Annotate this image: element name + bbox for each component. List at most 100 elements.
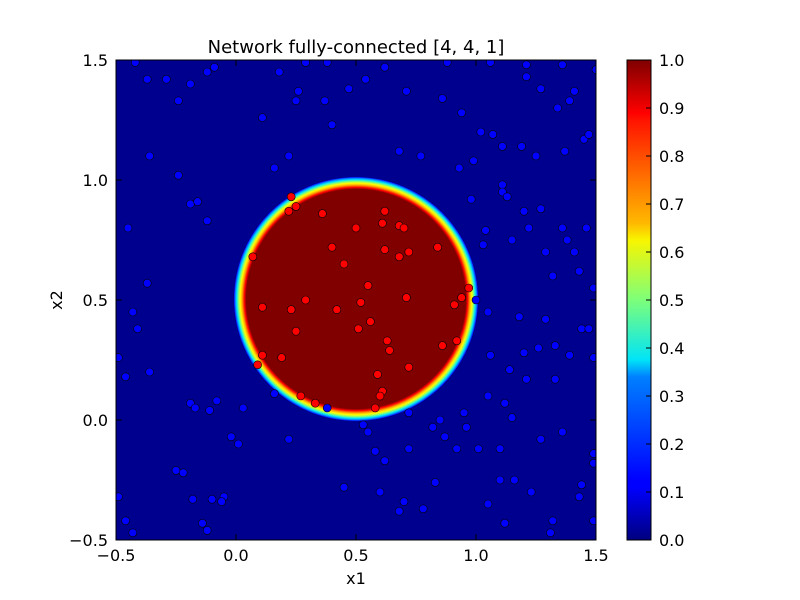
data-point-series1-20	[450, 300, 459, 310]
data-point-series0-85	[519, 348, 529, 358]
heatmap-decision-region	[232, 177, 480, 421]
data-point-series0-0	[130, 60, 140, 67]
data-point-series0-71	[582, 223, 591, 233]
data-point-series1-3	[318, 209, 327, 218]
data-point-series1-31	[438, 341, 447, 350]
data-point-series0-42	[270, 163, 279, 173]
colorbar-tick-label: 0.5	[659, 291, 684, 310]
data-point-series0-64	[536, 204, 546, 214]
data-point-series1-0	[286, 192, 296, 202]
data-point-series1-32	[385, 346, 394, 355]
data-point-series1-29	[382, 336, 392, 346]
data-point-series0-130	[121, 516, 130, 526]
data-point-series1-35	[253, 360, 262, 370]
data-point-series1-2	[284, 206, 294, 216]
data-point-series0-125	[217, 497, 226, 506]
data-point-series0-145	[500, 518, 510, 528]
data-point-series0-94	[238, 403, 248, 413]
data-point-series1-40	[296, 391, 306, 401]
x-tick-label: −0.5	[97, 546, 136, 565]
data-point-series0-119	[589, 449, 596, 458]
data-point-series0-98	[358, 420, 368, 430]
data-point-series0-100	[404, 408, 414, 418]
data-point-series1-5	[378, 218, 387, 228]
data-point-series0-7	[301, 60, 310, 67]
data-point-series0-111	[404, 444, 414, 454]
data-point-series1-27	[354, 324, 363, 334]
data-point-series0-103	[459, 408, 469, 418]
data-point-series0-109	[370, 446, 380, 456]
colorbar-tick-label: 0.4	[659, 339, 684, 358]
data-point-series0-53	[531, 151, 541, 161]
data-point-series1-34	[277, 353, 286, 362]
data-point-series0-27	[553, 103, 562, 113]
data-point-series1-37	[404, 362, 414, 372]
data-point-series0-70	[570, 247, 579, 257]
data-point-series0-57	[498, 180, 507, 190]
data-point-series0-25	[522, 72, 531, 82]
data-point-series0-91	[190, 403, 200, 413]
data-point-series1-26	[366, 317, 375, 326]
data-point-series1-14	[339, 259, 349, 269]
data-point-series1-22	[301, 295, 310, 305]
data-point-series1-4	[380, 206, 390, 216]
y-tick-label: 1.5	[83, 51, 108, 70]
data-point-series0-144	[546, 528, 555, 538]
data-point-series1-17	[402, 293, 411, 302]
data-point-series0-135	[399, 497, 409, 506]
data-point-series0-19	[320, 96, 330, 106]
data-point-series1-39	[375, 391, 385, 401]
colorbar-tick-label: 0.8	[659, 147, 684, 166]
data-point-series0-86	[505, 365, 514, 374]
data-point-series1-21	[258, 302, 267, 312]
data-point-series0-77	[514, 312, 524, 322]
data-point-series0-10	[442, 60, 452, 67]
data-point-series1-25	[356, 298, 366, 307]
data-point-series0-141	[577, 480, 586, 490]
data-point-series0-143	[548, 516, 558, 526]
colorbar-tick-label: 0.6	[659, 243, 684, 262]
data-point-series1-8	[351, 223, 361, 233]
data-point-series0-97	[322, 403, 332, 413]
data-point-series0-5	[210, 62, 219, 72]
data-point-series0-9	[380, 62, 390, 72]
data-point-series1-16	[363, 281, 373, 290]
data-point-series0-3	[186, 79, 195, 89]
data-point-series0-45	[394, 146, 404, 156]
y-axis-label: x2	[47, 290, 66, 310]
data-point-series0-17	[294, 86, 303, 96]
data-point-series0-136	[394, 506, 404, 516]
data-point-series0-44	[327, 120, 337, 130]
data-point-series0-138	[430, 478, 440, 487]
data-point-series0-54	[560, 146, 570, 156]
data-point-series0-61	[478, 240, 488, 250]
data-point-series0-37	[128, 307, 138, 317]
data-point-series0-87	[486, 350, 495, 360]
data-point-series0-132	[191, 541, 199, 549]
colorbar-ticks: 0.0 0.1 0.2 0.3 0.4 0.5 0.6 0.7 0.8 0.9 1.0	[646, 51, 684, 550]
colorbar-tick-label: 0.7	[659, 195, 684, 214]
data-point-series0-29	[565, 96, 574, 106]
data-point-series0-15	[174, 96, 183, 106]
data-point-series0-51	[498, 142, 507, 151]
data-point-series0-59	[466, 194, 476, 204]
data-point-series0-106	[507, 413, 517, 422]
data-point-series1-19	[457, 293, 466, 302]
data-point-series0-105	[500, 398, 510, 408]
data-point-series0-128	[202, 526, 212, 535]
data-point-series0-1	[142, 74, 152, 84]
data-point-series0-43	[284, 151, 294, 161]
data-point-series1-28	[291, 326, 301, 336]
data-point-series0-78	[541, 314, 550, 324]
data-point-series0-30	[145, 151, 154, 161]
data-point-series0-126	[207, 494, 217, 504]
data-point-series0-56	[584, 130, 594, 139]
data-point-series0-122	[178, 468, 188, 478]
data-point-series0-107	[226, 432, 236, 442]
data-point-series0-129	[116, 492, 123, 502]
data-point-series0-133	[339, 482, 349, 492]
data-point-series0-80	[584, 324, 594, 334]
data-point-series0-65	[507, 235, 517, 245]
data-point-series1-11	[404, 247, 414, 257]
scatter-points	[116, 60, 596, 549]
